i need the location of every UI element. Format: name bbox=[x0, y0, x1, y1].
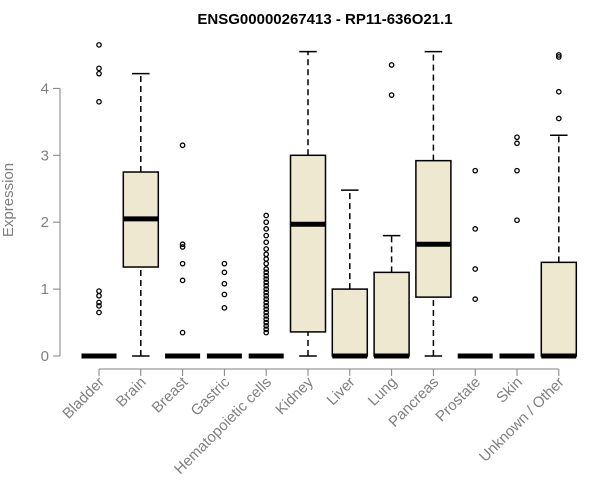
outlier-point bbox=[221, 304, 228, 311]
box-2 bbox=[165, 142, 201, 359]
outlier-point bbox=[263, 226, 270, 232]
outlier-point bbox=[96, 299, 102, 306]
x-tick-label: Breast bbox=[149, 373, 192, 416]
outlier-point bbox=[96, 302, 102, 309]
y-tick-label: 2 bbox=[41, 214, 49, 231]
outlier-point bbox=[263, 319, 270, 326]
outlier-point bbox=[263, 292, 270, 299]
outlier-point bbox=[472, 266, 479, 272]
box-7 bbox=[373, 62, 410, 359]
outlier-point bbox=[179, 241, 186, 248]
outlier-point bbox=[263, 269, 270, 276]
x-tick-label: Lung bbox=[365, 374, 401, 410]
y-tick-label: 1 bbox=[41, 281, 49, 298]
outlier-point bbox=[555, 88, 562, 95]
outlier-point bbox=[179, 244, 186, 250]
box-5 bbox=[289, 50, 327, 357]
outlier-point bbox=[221, 291, 228, 298]
outlier-point bbox=[263, 282, 270, 289]
outlier-point bbox=[179, 329, 186, 336]
outlier-point bbox=[514, 167, 520, 174]
chart-title: ENSG00000267413 - RP11-636O21.1 bbox=[197, 11, 452, 28]
x-tick-label: Liver bbox=[324, 374, 359, 409]
outlier-point bbox=[263, 309, 270, 316]
box-6 bbox=[331, 189, 369, 359]
box-10 bbox=[499, 134, 535, 359]
box-0 bbox=[81, 42, 117, 359]
y-axis-label: Expression bbox=[0, 163, 17, 237]
box-11 bbox=[540, 52, 578, 359]
outlier-point bbox=[263, 286, 270, 292]
outlier-point bbox=[263, 212, 270, 219]
outlier-point bbox=[514, 134, 520, 141]
outlier-point bbox=[263, 306, 270, 313]
outlier-point bbox=[388, 92, 395, 98]
outlier-point bbox=[263, 266, 270, 272]
outlier-point bbox=[96, 70, 102, 77]
outlier-point bbox=[472, 167, 479, 174]
outlier-point bbox=[263, 323, 270, 329]
outlier-point bbox=[96, 98, 102, 105]
box-iqr bbox=[331, 288, 369, 357]
outlier-point bbox=[263, 296, 270, 302]
outlier-point bbox=[514, 140, 520, 147]
outlier-point bbox=[263, 279, 270, 286]
outlier-point bbox=[514, 217, 520, 224]
outlier-point bbox=[263, 239, 270, 246]
x-tick-label: Brain bbox=[113, 374, 150, 411]
x-tick-label: Skin bbox=[493, 374, 526, 407]
y-tick-label: 0 bbox=[41, 348, 49, 365]
outlier-point bbox=[472, 226, 479, 232]
outlier-point bbox=[263, 256, 270, 262]
box-4 bbox=[248, 212, 284, 359]
outlier-point bbox=[555, 54, 562, 60]
outlier-point bbox=[179, 277, 186, 284]
outlier-point bbox=[263, 302, 270, 309]
outlier-point bbox=[96, 309, 102, 316]
y-tick-label: 3 bbox=[41, 147, 49, 164]
box-3 bbox=[206, 260, 242, 359]
outlier-point bbox=[179, 260, 186, 267]
outlier-point bbox=[555, 52, 562, 58]
outlier-point bbox=[96, 292, 102, 299]
box-iqr bbox=[289, 154, 327, 333]
outlier-point bbox=[263, 251, 270, 258]
outlier-point bbox=[388, 62, 395, 68]
outlier-point bbox=[263, 260, 270, 267]
x-tick-label: Prostate bbox=[432, 374, 484, 426]
outlier-point bbox=[263, 232, 270, 239]
boxes-group bbox=[81, 42, 578, 359]
y-tick-label: 4 bbox=[41, 80, 49, 97]
outlier-point bbox=[263, 276, 270, 282]
box-iqr bbox=[373, 271, 410, 357]
outlier-point bbox=[96, 288, 102, 294]
outlier-point bbox=[263, 313, 270, 319]
outlier-point bbox=[221, 260, 228, 267]
outlier-point bbox=[263, 272, 270, 279]
outlier-point bbox=[96, 42, 102, 48]
y-axis: 0 1 2 3 4 bbox=[41, 80, 61, 365]
outlier-point bbox=[263, 246, 270, 252]
outlier-point bbox=[96, 65, 102, 72]
outlier-point bbox=[263, 289, 270, 296]
outlier-point bbox=[179, 142, 186, 149]
outlier-point bbox=[221, 280, 228, 287]
outlier-point bbox=[263, 326, 270, 333]
outlier-point bbox=[472, 296, 479, 302]
outlier-point bbox=[263, 219, 270, 226]
x-tick-label: Bladder bbox=[59, 374, 108, 423]
box-iqr bbox=[415, 159, 452, 298]
x-tick-label: Kidney bbox=[272, 373, 317, 418]
box-8 bbox=[415, 50, 452, 357]
box-iqr bbox=[540, 261, 578, 357]
outlier-point bbox=[263, 329, 270, 336]
outlier-point bbox=[263, 316, 270, 323]
outlier-point bbox=[555, 115, 562, 122]
outlier-point bbox=[263, 299, 270, 306]
box-9 bbox=[457, 167, 493, 359]
box-1 bbox=[122, 72, 160, 357]
outlier-point bbox=[221, 269, 228, 276]
